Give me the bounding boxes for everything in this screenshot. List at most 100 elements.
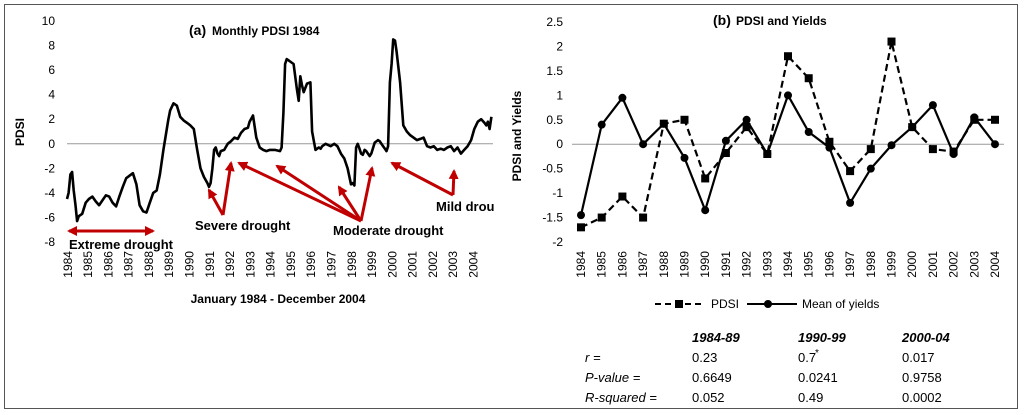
yields-point — [970, 113, 979, 122]
y-tick-label: 2 — [48, 112, 55, 126]
legend-pdsi-marker — [675, 300, 683, 308]
x-tick-label: 2003 — [967, 251, 981, 278]
yields-point — [577, 211, 585, 220]
drought-arrows — [67, 161, 459, 236]
x-tick-label: 1999 — [365, 251, 379, 278]
x-tick-label: 1988 — [142, 251, 156, 278]
x-tick-label: 1990 — [698, 251, 712, 278]
x-tick-label: 1988 — [657, 251, 671, 278]
pdsi-point — [804, 74, 813, 83]
x-tick-label: 2004 — [467, 251, 481, 278]
x-tick-label: 2001 — [406, 251, 420, 278]
yields-point — [597, 120, 606, 129]
y-tick-label: -2 — [44, 161, 55, 175]
chart-a-x-axis: 1984 1985 1986 1987 1988 1989 1990 1991 1992 1993… — [61, 251, 481, 278]
severe-drought-arrow-2 — [221, 161, 235, 216]
stats-rsquared-1990-99: 0.49 — [798, 390, 823, 405]
stats-pvalue-1990-99: 0.0241 — [798, 370, 838, 385]
stats-pvalue-1984-89: 0.6649 — [692, 370, 732, 385]
y-tick-label: -2 — [552, 235, 563, 249]
pdsi-point — [577, 223, 585, 232]
yields-point — [866, 164, 875, 173]
chart-b-y-axis: -2 -1.5 -1 -0.5 0 0.5 1 1.5 2 2.5 — [542, 15, 563, 249]
chart-a-title: Monthly PDSI 1984 — [212, 24, 320, 38]
x-tick-label: 1996 — [304, 251, 318, 278]
yields-point — [991, 140, 999, 149]
severe-drought-arrow-1 — [207, 188, 225, 216]
chart-a-title-prefix: (a) — [189, 22, 206, 38]
moderate-drought-arrow-3 — [337, 185, 363, 222]
x-tick-label: 1993 — [760, 251, 774, 278]
yields-point — [804, 128, 813, 136]
x-tick-label: 1991 — [719, 251, 733, 278]
yields-series-line — [579, 92, 996, 216]
pdsi-point — [825, 137, 834, 146]
annotation-moderate-drought: Moderate drought — [333, 223, 444, 238]
x-tick-label: 1987 — [122, 251, 136, 278]
chart-b-series-pdsi — [577, 37, 999, 232]
pdsi-point — [866, 145, 875, 154]
x-tick-label: 1989 — [162, 251, 176, 278]
x-tick-label: 2003 — [446, 251, 460, 278]
pdsi-point — [928, 145, 937, 154]
x-tick-label: 2000 — [385, 251, 399, 278]
x-tick-label: 2004 — [988, 251, 1002, 278]
pdsi-point — [991, 115, 999, 124]
legend-pdsi-label: PDSI — [711, 297, 739, 311]
y-tick-label: -1.5 — [542, 211, 563, 225]
chart-b-legend: PDSI Mean of yields — [655, 297, 879, 311]
figure-canvas: (a) Monthly PDSI 1984 PDSI -8 -6 -4 -2 0 2 4 6 8… — [13, 12, 1004, 405]
yields-point — [784, 91, 792, 100]
stats-header-2000-04: 2000-04 — [901, 330, 950, 345]
x-tick-label: 1995 — [284, 251, 298, 278]
chart-b: (b) PDSI and Yields PDSI and Yields -2 -1… — [510, 12, 1004, 405]
stats-table: 1984-89 1990-99 2000-04 r = 0.23 0.7 * 0… — [585, 330, 950, 405]
chart-a-xlabel: January 1984 - December 2004 — [191, 292, 366, 306]
pdsi-point — [701, 174, 710, 183]
moderate-drought-arrow-2 — [275, 164, 362, 223]
y-tick-label: 0.5 — [546, 113, 563, 127]
yields-point — [680, 153, 689, 162]
y-tick-label: 0 — [556, 137, 563, 151]
x-tick-label: 1992 — [223, 251, 237, 278]
yields-point — [908, 123, 917, 132]
x-tick-label: 2000 — [905, 251, 919, 278]
annotation-mild-drought: Mild drou — [436, 199, 495, 214]
pdsi-point — [597, 213, 606, 222]
legend-yields-marker — [764, 300, 772, 308]
yields-point — [659, 119, 668, 128]
y-tick-label: -0.5 — [542, 162, 563, 176]
pdsi-point — [639, 213, 648, 222]
stats-header-1990-99: 1990-99 — [798, 330, 846, 345]
pdsi-point — [784, 52, 792, 61]
chart-b-title-prefix: (b) — [713, 12, 731, 28]
stats-row-label-r: r = — [585, 350, 601, 365]
chart-a: (a) Monthly PDSI 1984 PDSI -8 -6 -4 -2 0 2 4 6 8… — [13, 14, 495, 306]
x-tick-label: 1987 — [636, 251, 650, 278]
y-tick-label: 6 — [48, 63, 55, 77]
yields-point — [701, 206, 710, 215]
y-tick-label: -8 — [44, 235, 55, 249]
y-tick-label: -6 — [44, 210, 55, 224]
pdsi-point — [742, 123, 751, 132]
chart-b-ylabel: PDSI and Yields — [510, 90, 524, 181]
stats-rsquared-1984-89: 0.052 — [692, 390, 725, 405]
y-tick-label: 8 — [48, 39, 55, 53]
x-tick-label: 1990 — [183, 251, 197, 278]
x-tick-label: 1989 — [678, 251, 692, 278]
x-tick-label: 1998 — [864, 251, 878, 278]
yields-point — [949, 150, 958, 158]
x-tick-label: 1997 — [843, 251, 857, 278]
yields-point — [639, 140, 648, 149]
moderate-drought-arrow-1 — [237, 161, 362, 223]
stats-significance-mark: * — [815, 348, 819, 359]
x-tick-label: 1998 — [345, 251, 359, 278]
pdsi-point — [680, 115, 689, 124]
y-tick-label: 1.5 — [546, 64, 563, 78]
stats-r-1990-99: 0.7 — [798, 350, 816, 365]
yields-point — [928, 101, 937, 110]
pdsi-line — [65, 38, 493, 223]
x-tick-label: 1992 — [740, 251, 754, 278]
y-tick-label: -4 — [44, 186, 55, 200]
stats-row-label-rsquared: R-squared = — [585, 390, 657, 405]
